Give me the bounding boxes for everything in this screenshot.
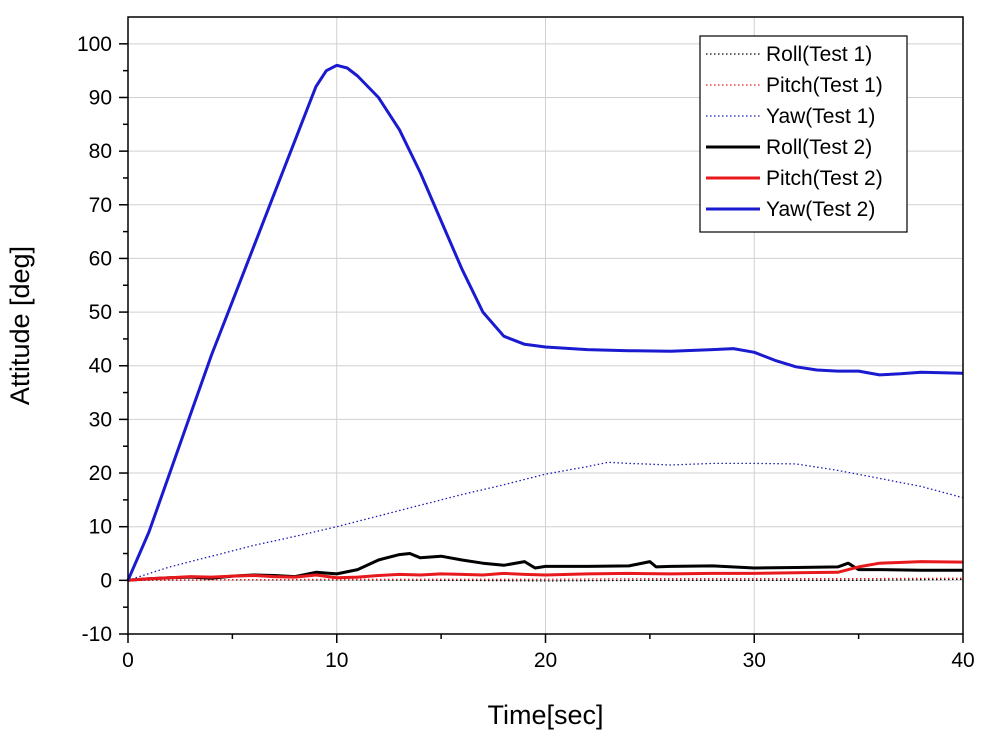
axis-ticks xyxy=(119,43,964,643)
x-tick-label: 40 xyxy=(951,649,974,672)
y-tick-label: 70 xyxy=(89,194,112,217)
plot-frame xyxy=(127,16,964,635)
y-tick-label: 30 xyxy=(89,408,112,431)
x-axis-title: Time[sec] xyxy=(487,700,603,730)
series-line-2 xyxy=(127,461,964,581)
legend-label: Yaw(Test 2) xyxy=(766,198,875,221)
y-tick-label: 20 xyxy=(89,462,112,485)
legend-label: Roll(Test 2) xyxy=(766,136,872,159)
x-tick-label: 30 xyxy=(743,649,766,672)
y-tick-label: 90 xyxy=(89,86,112,109)
series-lines xyxy=(126,63,964,582)
y-tick-label: 80 xyxy=(89,140,112,163)
y-tick-label: -10 xyxy=(82,623,112,646)
y-tick-label: 40 xyxy=(89,355,112,378)
legend-label: Yaw(Test 1) xyxy=(766,105,875,128)
series-line-5 xyxy=(126,63,964,581)
series-line-4 xyxy=(127,560,964,582)
tick-labels: 0 10 20 30 40 -10 0 10 20 30 40 50 60 70 80 90 100 xyxy=(77,33,975,672)
x-tick-label: 10 xyxy=(325,649,348,672)
legend-label: Pitch(Test 1) xyxy=(766,74,883,97)
y-axis-title: Attitude [deg] xyxy=(5,246,35,405)
y-tick-label: 10 xyxy=(89,516,112,539)
legend: Roll(Test 1) Pitch(Test 1) Yaw(Test 1) Roll… xyxy=(699,35,908,233)
legend-box xyxy=(699,35,908,233)
y-tick-label: 50 xyxy=(89,301,112,324)
y-tick-label: 60 xyxy=(89,247,112,270)
y-tick-label: 100 xyxy=(77,33,112,56)
x-tick-label: 0 xyxy=(122,649,134,672)
x-tick-label: 20 xyxy=(534,649,557,672)
y-tick-label: 0 xyxy=(100,569,112,592)
legend-label: Pitch(Test 2) xyxy=(766,167,883,190)
legend-label: Roll(Test 1) xyxy=(766,43,872,66)
